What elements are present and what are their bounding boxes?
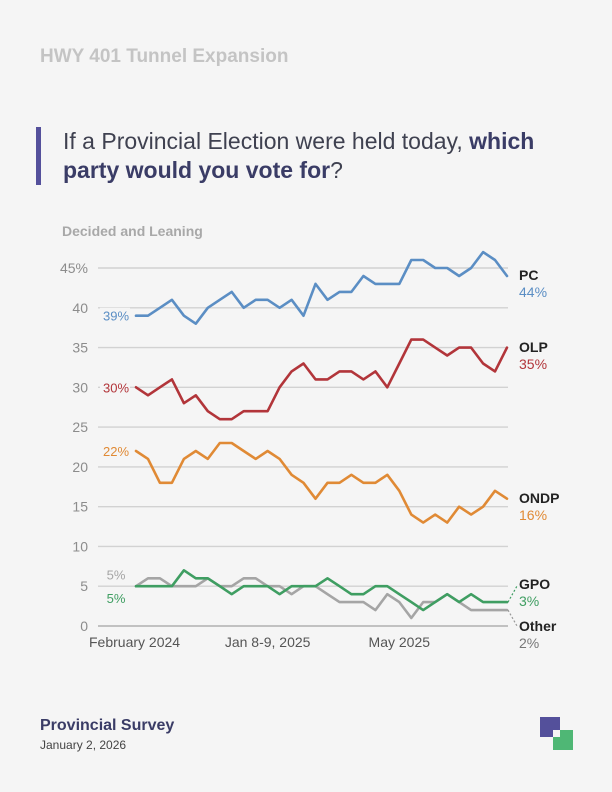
footer-date: January 2, 2026 <box>40 738 127 752</box>
chart-subtitle: Decided and Leaning <box>62 223 203 239</box>
start-label-gpo: 5% <box>107 591 126 606</box>
end-value-olp: 35% <box>519 356 547 372</box>
x-tick-label: May 2025 <box>369 634 431 650</box>
question-text: If a Provincial Election were held today… <box>63 128 470 154</box>
x-tick-label: February 2024 <box>89 634 180 650</box>
brand-logo-icon <box>540 717 573 750</box>
leader-gpo <box>507 585 518 603</box>
logo-notch <box>553 730 560 737</box>
end-name-pc: PC <box>519 267 538 283</box>
y-tick-label: 20 <box>72 459 88 475</box>
y-tick-label: 30 <box>72 379 88 395</box>
question-mark: ? <box>330 157 343 183</box>
series-line-gpo <box>134 568 509 612</box>
end-name-olp: OLP <box>519 339 548 355</box>
x-tick-label: Jan 8-9, 2025 <box>225 634 311 650</box>
y-tick-label: 35 <box>72 340 88 356</box>
series-line-olp <box>134 338 509 421</box>
question-emphasis: which party would you vote for <box>63 128 535 183</box>
start-label-other: 5% <box>107 567 126 582</box>
series-line-ondp <box>134 441 509 524</box>
y-tick-label: 15 <box>72 499 88 515</box>
survey-question: If a Provincial Election were held today… <box>36 127 583 185</box>
end-name-other: Other <box>519 618 557 634</box>
y-tick-label: 5 <box>80 578 88 594</box>
end-value-other: 2% <box>519 635 539 651</box>
end-value-gpo: 3% <box>519 593 539 609</box>
end-value-ondp: 16% <box>519 507 547 523</box>
y-tick-label: 0 <box>80 618 88 634</box>
start-label-bg <box>100 590 130 607</box>
y-tick-label: 25 <box>72 419 88 435</box>
start-label-olp: 30% <box>103 380 129 395</box>
y-tick-label: 10 <box>72 538 88 554</box>
end-name-ondp: ONDP <box>519 490 559 506</box>
start-label-pc: 39% <box>103 309 129 324</box>
start-label-bg <box>100 566 130 583</box>
y-tick-label: 45% <box>60 260 88 276</box>
series-line-pc <box>134 250 509 326</box>
y-tick-label: 40 <box>72 300 88 316</box>
start-label-bg <box>100 307 130 324</box>
start-label-bg <box>100 442 130 459</box>
footer-title: Provincial Survey <box>40 717 175 734</box>
end-value-pc: 44% <box>519 284 547 300</box>
end-name-gpo: GPO <box>519 576 550 592</box>
project-title: HWY 401 Tunnel Expansion <box>40 46 289 67</box>
start-label-ondp: 22% <box>103 444 129 459</box>
start-label-bg <box>100 379 130 396</box>
leader-other <box>507 609 518 627</box>
